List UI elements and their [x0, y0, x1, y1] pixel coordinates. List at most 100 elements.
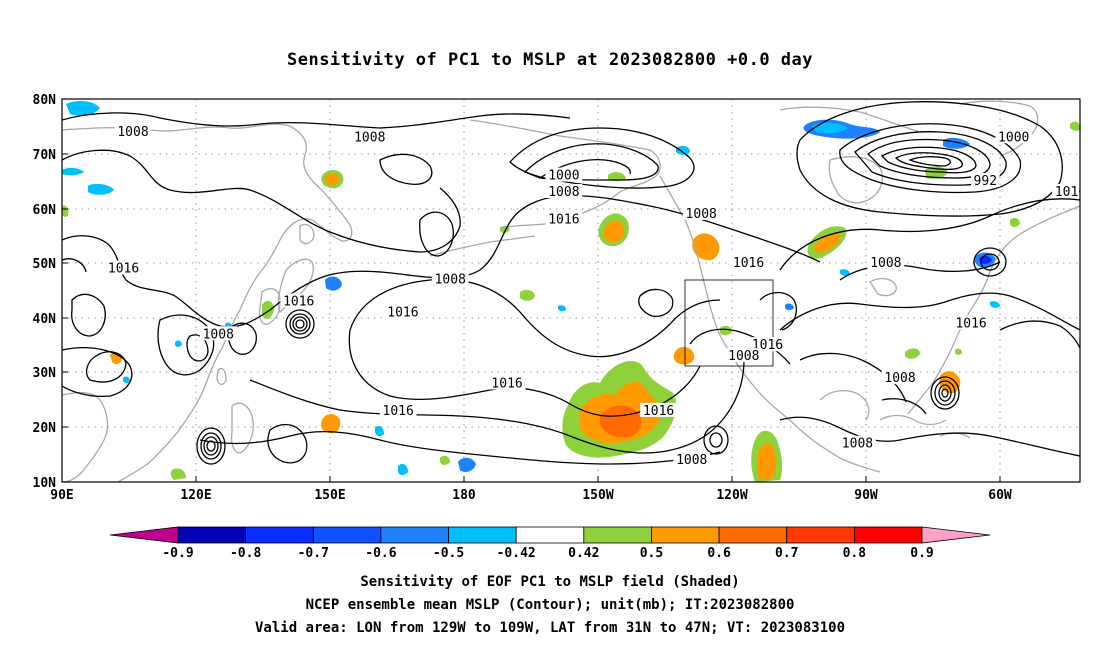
colorbar: -0.9 -0.8 -0.7 -0.6 -0.5 -0.42 0.42 0.5 0.6 0.7 0.… — [109, 526, 991, 561]
longitude-labels: 90E 120E 150E 180 150W 120W 90W 60W — [50, 488, 1012, 503]
contour-label: 1000 — [998, 130, 1029, 145]
contour-label: 1016 — [733, 256, 764, 271]
contour-label-bg — [725, 348, 763, 363]
colorbar-tick-label: -0.8 — [230, 546, 261, 561]
valid-area-box — [684, 279, 774, 367]
colorbar-tick-label: 0.6 — [707, 546, 731, 561]
colorbar-swatch — [853, 526, 923, 544]
contour-label: 1016 — [383, 404, 414, 419]
colorbar-tick-label: 0.8 — [843, 546, 867, 561]
lat-label: 30N — [33, 366, 57, 381]
lon-label: 90E — [50, 488, 73, 503]
contour-label-bg — [545, 211, 583, 226]
contour-label-bg — [105, 260, 142, 275]
contour-label-bg — [673, 452, 711, 467]
contour-label: 1008 — [686, 207, 717, 222]
contour-label-bg — [682, 205, 720, 220]
contour-label: 1008 — [676, 453, 707, 468]
colorbar-tick-label: -0.5 — [433, 546, 464, 561]
lat-label: 10N — [33, 476, 57, 491]
colorbar-tick-label: 0.42 — [568, 546, 599, 561]
colorbar-swatch — [786, 526, 855, 544]
caption-shaded: Sensitivity of EOF PC1 to MSLP field (Sh… — [360, 574, 740, 590]
colorbar-swatch — [515, 526, 585, 544]
colorbar-tick-label: 0.9 — [910, 546, 933, 561]
lat-label: 40N — [33, 312, 57, 327]
lon-label: 150W — [582, 488, 613, 503]
contour-label: 1016 — [108, 262, 139, 277]
contour-label: 1016 — [1055, 185, 1086, 200]
lon-label: 60W — [988, 488, 1012, 503]
lon-label: 180 — [452, 488, 476, 503]
colorbar-swatch — [380, 526, 449, 544]
contour-label-bg — [384, 304, 422, 319]
colorbar-swatch — [583, 526, 652, 544]
contour-label-bg — [995, 129, 1033, 144]
contour-label: 1008 — [548, 185, 579, 200]
colorbar-tick-label: 0.5 — [640, 546, 663, 561]
lat-label: 70N — [33, 148, 57, 163]
contour-label: 1016 — [387, 305, 418, 320]
map-title: Sensitivity of PC1 to MSLP at 2023082800… — [286, 50, 813, 70]
contour-label: 1008 — [354, 130, 385, 145]
contour-label-bg — [280, 293, 318, 308]
contour-label-bg — [431, 271, 469, 286]
colorbar-swatch — [177, 526, 247, 544]
tick-marks — [62, 153, 1001, 482]
colorbar-swatch — [448, 526, 517, 544]
mslp-contours — [62, 101, 1080, 465]
map-frame — [61, 98, 1081, 483]
contour-label-bg — [971, 173, 1000, 188]
colorbar-tick-label: -0.7 — [298, 546, 329, 561]
contour-label-bg — [545, 167, 583, 182]
colorbar-swatch — [718, 526, 788, 544]
colorbar-tick-label: -0.9 — [162, 546, 193, 561]
contour-label-bg — [839, 435, 876, 450]
contour-label: 1000 — [548, 169, 579, 184]
colorbar-swatch — [245, 526, 314, 544]
contour-label-bg — [351, 129, 389, 144]
contour-label: 1016 — [491, 377, 522, 392]
contour-label: 1008 — [728, 349, 759, 364]
contour-label: 1008 — [435, 273, 466, 288]
lat-label: 50N — [33, 257, 57, 272]
contour-label-bg — [545, 184, 583, 199]
contour-label-bg — [1052, 184, 1080, 199]
colorbar-tick-label: -0.6 — [365, 546, 396, 561]
contour-label: 992 — [974, 174, 997, 189]
lat-label: 80N — [33, 93, 57, 108]
colorbar-swatch — [312, 526, 382, 544]
contour-label: 1008 — [117, 125, 148, 140]
contour-label-bg — [881, 370, 919, 385]
contour-label: 1016 — [643, 404, 674, 419]
contour-label: 1016 — [548, 212, 579, 227]
caption-contour: NCEP ensemble mean MSLP (Contour); unit(… — [305, 597, 795, 613]
colorbar-swatch — [651, 526, 720, 544]
colorbar-tick-label: 0.7 — [775, 546, 798, 561]
lon-label: 150E — [314, 488, 345, 503]
sensitivity-shading — [62, 100, 1080, 482]
lon-label: 120E — [180, 488, 211, 503]
contour-label: 1008 — [842, 437, 873, 452]
colorbar-low-arrow — [109, 526, 179, 544]
colorbar-tick-label: -0.42 — [497, 546, 536, 561]
lon-label: 90W — [854, 488, 878, 503]
contour-label-bg — [952, 315, 990, 330]
contour-label: 1016 — [283, 294, 314, 309]
contour-label-bg — [749, 337, 786, 352]
contour-label: 1008 — [884, 371, 915, 386]
contour-label-bg — [730, 255, 767, 270]
contour-label-bg — [114, 123, 152, 138]
latitude-labels: 80N 70N 60N 50N 40N 30N 20N 10N — [33, 93, 57, 491]
lat-label: 20N — [33, 421, 57, 436]
lat-label: 60N — [33, 203, 57, 218]
contour-label-bg — [488, 375, 526, 390]
contour-label-bg — [199, 326, 237, 341]
contour-label: 1016 — [955, 316, 986, 331]
lon-label: 120W — [716, 488, 747, 503]
contour-label-bg — [640, 402, 677, 417]
contour-label-bg — [379, 402, 417, 417]
contour-label: 1008 — [870, 256, 901, 271]
